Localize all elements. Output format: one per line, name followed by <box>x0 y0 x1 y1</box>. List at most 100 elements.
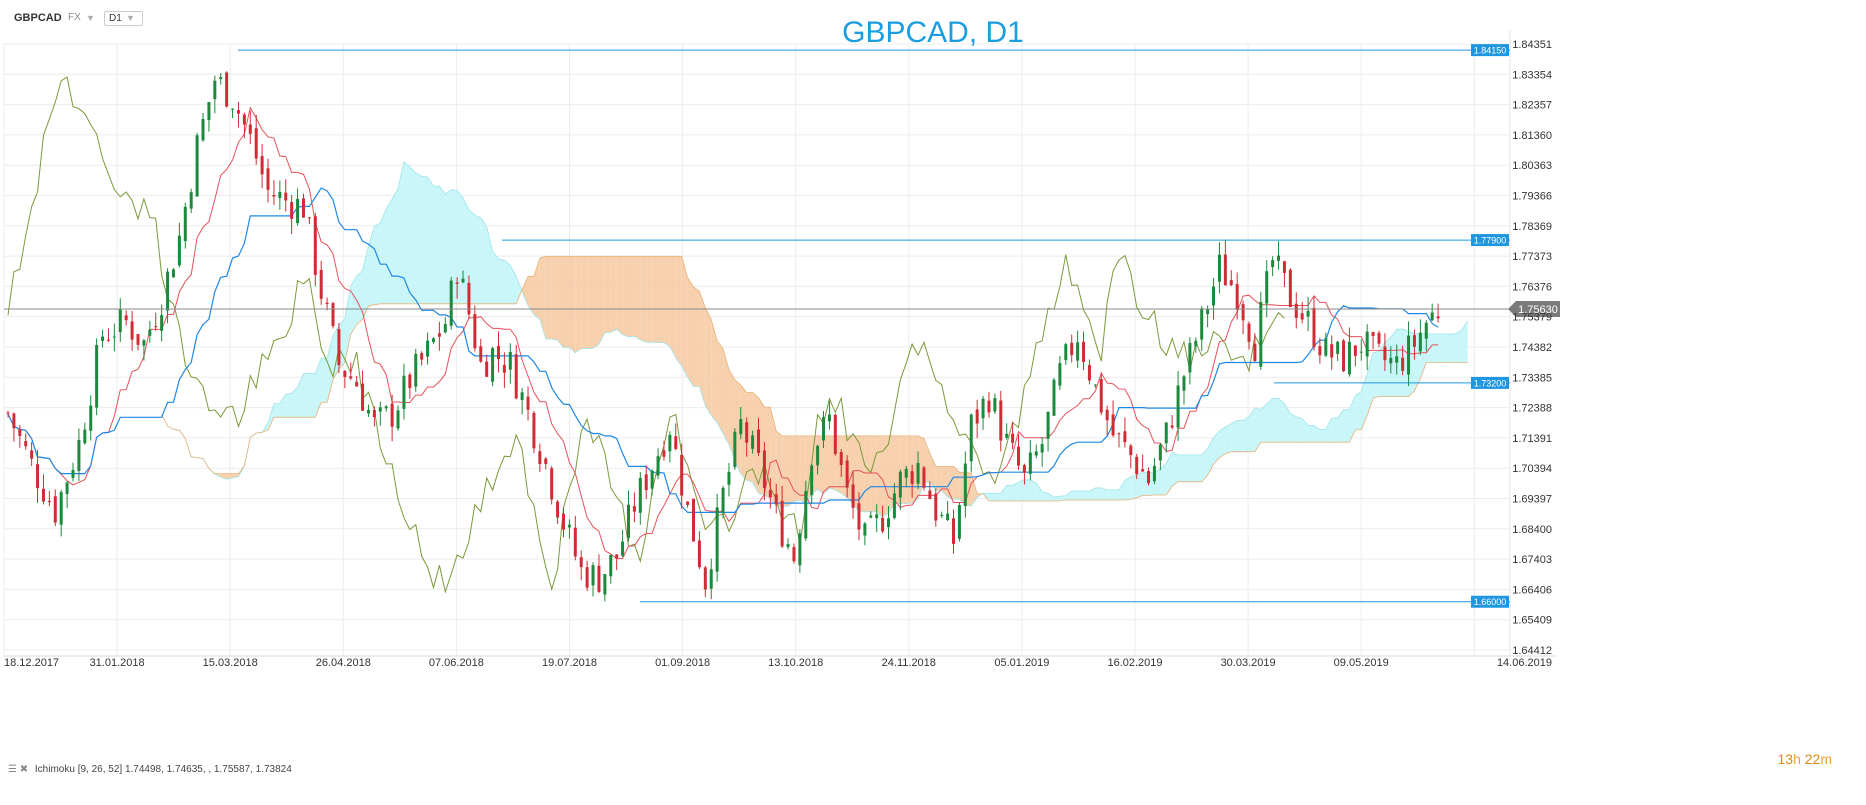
cloud-segment <box>457 190 464 304</box>
cloud-segment <box>622 256 629 337</box>
candle-body <box>171 269 175 278</box>
candle-body <box>597 565 601 592</box>
candle-body <box>757 429 761 453</box>
candle-body <box>1277 255 1281 261</box>
cloud-segment <box>1260 404 1267 443</box>
cloud-segment <box>463 197 469 304</box>
cloud-segment <box>1207 437 1214 476</box>
timeframe-select[interactable]: D1 <box>104 11 143 26</box>
candle-body <box>236 110 240 114</box>
level-label-bg <box>1471 376 1509 389</box>
x-tick-label: 05.01.2019 <box>994 657 1049 669</box>
cloud-segment <box>392 188 399 304</box>
cloud-segment <box>935 466 942 491</box>
cloud-segment <box>291 387 298 418</box>
level-label: 1.77900 <box>1474 236 1507 246</box>
candle-body <box>437 333 441 337</box>
candle-body <box>1058 363 1062 386</box>
cloud-segment <box>640 256 647 343</box>
cloud-segment <box>510 265 517 304</box>
candle-body <box>1424 322 1428 339</box>
cloud-segment <box>870 435 877 512</box>
candle-body <box>372 410 376 417</box>
y-tick-label: 1.73385 <box>1512 372 1552 384</box>
chevron-down-icon[interactable]: ▼ <box>126 13 135 23</box>
cloud-segment <box>699 291 706 406</box>
candle-body <box>1259 301 1263 367</box>
candle-body <box>414 353 418 387</box>
candle-body <box>41 488 45 502</box>
candle-body <box>18 429 22 436</box>
candle-body <box>538 451 542 464</box>
candle-body <box>118 309 122 333</box>
candle-body <box>1182 376 1186 391</box>
candle-body <box>579 557 583 568</box>
candle-body <box>366 409 370 414</box>
timer-minutes-unit: m <box>1820 751 1832 767</box>
candle-body <box>296 198 300 224</box>
chevron-down-icon[interactable]: ▼ <box>86 13 95 23</box>
cloud-segment <box>356 270 363 325</box>
candle-body <box>1217 254 1221 282</box>
cloud-segment <box>1059 495 1066 502</box>
candle-body <box>1135 456 1139 475</box>
cloud-segment <box>1444 333 1450 363</box>
candle-body <box>881 517 885 532</box>
candle-body <box>780 500 784 547</box>
y-tick-label: 1.82357 <box>1512 100 1552 112</box>
candle-body <box>928 490 932 500</box>
candle-body <box>53 496 57 523</box>
instrument-type-select[interactable]: FX <box>68 12 81 23</box>
cloud-segment <box>474 215 481 304</box>
candle-body <box>142 340 146 346</box>
current-price-tag <box>1508 301 1560 318</box>
candle-body <box>426 340 430 357</box>
cloud-segment <box>1461 320 1468 363</box>
cloud-segment <box>1036 483 1043 502</box>
candle-body <box>1170 425 1174 428</box>
candle-body <box>721 487 725 514</box>
indicator-legend[interactable]: ☰ ✖ Ichimoku [9, 26, 52] 1.74498, 1.7463… <box>8 764 292 775</box>
candle-body <box>95 345 99 408</box>
candle-body <box>1223 254 1227 286</box>
candle-body <box>325 302 329 305</box>
cloud-segment <box>468 209 475 304</box>
cloud-segment <box>421 176 428 304</box>
level-label: 1.73200 <box>1474 378 1507 388</box>
candle-body <box>1040 444 1044 453</box>
candle-body <box>680 454 684 496</box>
candle-body <box>686 501 690 505</box>
cloud-segment <box>1272 398 1279 443</box>
y-tick-label: 1.78369 <box>1512 221 1552 233</box>
cloud-segment <box>1189 454 1196 482</box>
cloud-segment <box>1113 489 1119 500</box>
candle-body <box>792 547 796 562</box>
cloud-segment <box>1136 472 1143 498</box>
candle-body <box>1158 444 1162 461</box>
candle-body <box>213 80 217 100</box>
symbol-label[interactable]: GBPCAD <box>14 12 62 24</box>
candle-body <box>709 569 713 589</box>
cloud-segment <box>1071 491 1078 500</box>
timer-hours-unit: h <box>1793 751 1801 767</box>
candle-body <box>491 348 495 382</box>
y-tick-label: 1.71391 <box>1512 433 1552 445</box>
candle-body <box>254 128 258 159</box>
settings-icon[interactable]: ☰ ✖ <box>8 764 29 775</box>
cloud-segment <box>646 256 653 343</box>
candle-body <box>1129 445 1133 456</box>
cloud-segment <box>723 348 729 445</box>
cloud-segment <box>309 373 316 418</box>
candle-body <box>1407 335 1411 375</box>
y-tick-label: 1.76376 <box>1512 281 1552 293</box>
y-tick-label: 1.83354 <box>1512 69 1552 81</box>
x-tick-label: 15.03.2018 <box>203 657 258 669</box>
cloud-segment <box>1018 479 1025 502</box>
y-tick-label: 1.68400 <box>1512 524 1552 536</box>
candle-body <box>1253 343 1257 362</box>
candle-body <box>106 339 110 341</box>
candle-body <box>219 77 223 80</box>
candle-body <box>745 422 749 443</box>
candle-body <box>1164 422 1168 444</box>
